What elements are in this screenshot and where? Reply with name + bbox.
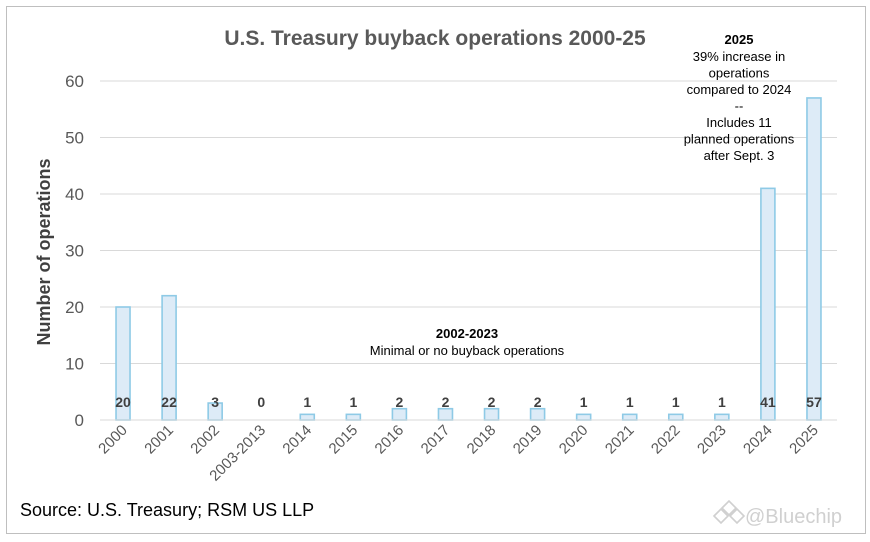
x-tick-label: 2015 — [326, 422, 362, 458]
x-tick-label: 2001 — [141, 422, 177, 458]
data-label-2003-2013: 0 — [257, 394, 265, 410]
data-label-2018: 2 — [488, 394, 496, 410]
data-label-2014: 1 — [303, 394, 311, 410]
bar-2018 — [483, 407, 500, 421]
y-tick-label: 10 — [65, 355, 84, 374]
y-tick-label: 20 — [65, 298, 84, 317]
bar-2022 — [667, 413, 684, 421]
x-tick-label: 2018 — [464, 422, 500, 458]
x-tick-label: 2017 — [418, 422, 454, 458]
annotation-right-line: 39% increase in — [693, 49, 786, 64]
x-tick-label: 2002 — [187, 422, 223, 458]
x-tick-label: 2000 — [95, 422, 131, 458]
annotation-right-line: planned operations — [684, 132, 795, 147]
data-label-2023: 1 — [718, 394, 726, 410]
data-label-2002: 3 — [211, 394, 219, 410]
y-tick-label: 60 — [65, 72, 84, 91]
watermark-text: @Bluechip — [745, 506, 842, 528]
data-label-2015: 1 — [349, 394, 357, 410]
annotation-right-line: -- — [735, 99, 744, 114]
y-tick-label: 40 — [65, 185, 84, 204]
data-label-2024: 41 — [760, 394, 776, 410]
data-label-2022: 1 — [672, 394, 680, 410]
gridlines — [100, 80, 837, 364]
watermark: @Bluechip — [712, 499, 842, 528]
annotation-mid-heading: 2002-2023 — [436, 326, 498, 341]
watermark-logo-icon — [712, 499, 746, 525]
annotation-mid-text: Minimal or no buyback operations — [370, 343, 565, 358]
bar-2019 — [529, 407, 546, 421]
x-tick-label: 2020 — [556, 422, 592, 458]
source-note: Source: U.S. Treasury; RSM US LLP — [20, 500, 314, 520]
data-label-2000: 20 — [115, 394, 131, 410]
bar-2024 — [760, 187, 776, 421]
y-axis-label: Number of operations — [34, 158, 54, 345]
data-label-2020: 1 — [580, 394, 588, 410]
chart-title: U.S. Treasury buyback operations 2000-25 — [224, 27, 646, 50]
data-label-2017: 2 — [442, 394, 450, 410]
bar-2023 — [714, 413, 730, 421]
x-tick-label: 2022 — [648, 422, 684, 458]
y-tick-label: 0 — [75, 411, 84, 430]
bar-2015 — [345, 413, 362, 421]
annotation-right-heading: 2025 — [725, 32, 754, 47]
data-labels: 20 22 3 0 1 1 2 2 2 2 1 1 1 1 41 57 — [115, 394, 822, 410]
x-tick-label: 2023 — [694, 422, 730, 458]
data-label-2001: 22 — [161, 394, 177, 410]
bar-2017 — [437, 407, 454, 421]
x-tick-label: 2024 — [740, 422, 776, 458]
annotation-right-line: after Sept. 3 — [704, 148, 775, 163]
x-tick-label: 2016 — [372, 422, 408, 458]
annotation-right-line: Includes 11 — [706, 115, 772, 130]
y-tick-label: 50 — [65, 129, 84, 148]
chart-frame — [6, 6, 866, 534]
bar-2021 — [621, 413, 638, 421]
annotation-right-line: compared to 2024 — [687, 82, 792, 97]
bar-2025 — [806, 97, 822, 421]
annotation-right-line: operations — [709, 66, 770, 81]
x-tick-label: 2019 — [510, 422, 546, 458]
x-tick-label: 2025 — [786, 422, 822, 458]
y-tick-label: 30 — [65, 242, 84, 261]
bar-2014 — [299, 413, 316, 421]
x-tick-label: 2014 — [279, 422, 315, 458]
data-label-2021: 1 — [626, 394, 634, 410]
data-label-2016: 2 — [396, 394, 404, 410]
x-tick-label: 2021 — [602, 422, 638, 458]
y-axis-ticks: 0 10 20 30 40 50 60 — [65, 72, 84, 430]
bar-2020 — [575, 413, 592, 421]
data-label-2019: 2 — [534, 394, 542, 410]
data-label-2025: 57 — [806, 394, 822, 410]
bar-2016 — [391, 407, 408, 421]
